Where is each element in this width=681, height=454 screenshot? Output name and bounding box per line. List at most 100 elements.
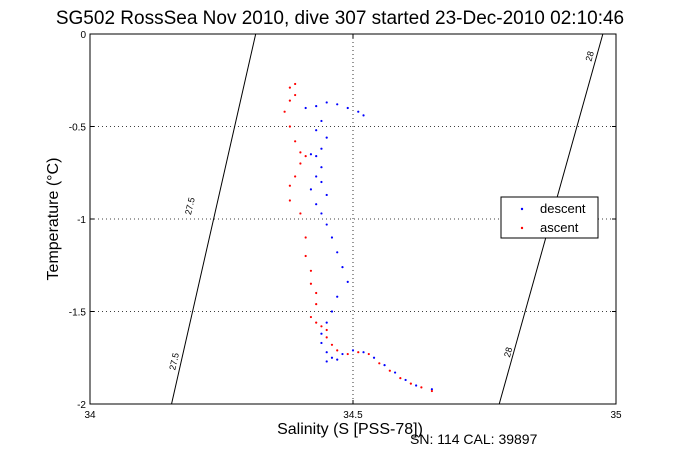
descent-point [320,212,323,215]
ascent-point [367,352,370,356]
descent-point [430,388,433,391]
legend-marker-ascent [520,226,524,230]
ascent-point [288,125,291,128]
descent-point [315,175,318,178]
descent-point [341,266,344,269]
descent-point [315,155,318,158]
density-contour-line [171,33,257,405]
y-tick-label: -0.5 [69,123,87,134]
y-tick-label: -1 [77,215,86,226]
ascent-point [420,386,423,389]
descent-point [362,114,365,117]
ascent-point [357,351,360,354]
ascent-point [294,175,297,178]
descent-point [336,103,339,106]
descent-point [346,106,349,110]
ascent-point [294,82,297,86]
ascent-point [409,382,412,385]
descent-point [320,166,323,169]
descent-point [383,364,386,367]
y-tick-label: 0 [80,30,86,41]
ascent-point [309,282,313,285]
ascent-point [325,328,328,332]
contour-label: 27.5 [183,196,197,215]
legend-marker-descent [520,207,524,211]
ascent-point [315,321,318,324]
descent-point [325,136,328,139]
descent-point [330,310,334,313]
axis-ticks: 34 34.5 35 -2 -1.5 -1 -0.5 0 [69,30,622,421]
ascent-point [336,349,339,352]
descent-point [325,321,328,324]
descent-point [346,280,349,283]
contour-label-gap [184,195,196,217]
ascent-point [399,377,402,380]
ascent-point [283,110,286,113]
contour-label: 28 [502,346,514,358]
contour-label-gap [584,45,596,67]
x-tick-label: 35 [610,410,622,421]
descent-point [320,119,323,123]
y-axis-label: Temperature (°C) [45,158,62,281]
x-tick-label: 34 [84,410,96,421]
contour-label-gap [502,341,514,363]
y-tick-label: -2 [77,400,86,411]
ascent-point [325,336,328,339]
ascent-point [288,199,291,202]
contour-label: 28 [584,50,596,62]
ascent-point [309,269,313,272]
descent-point [320,341,323,345]
descent-point [341,352,344,356]
ascent-point [309,315,313,319]
ascent-point [320,325,323,328]
descent-point [315,129,318,132]
descent-point [351,349,355,352]
descent-point [415,384,418,387]
descent-point [357,110,360,113]
contour-label-gap [169,351,180,372]
descent-point [325,360,328,363]
descent-point [309,188,313,191]
contour-label: 27.5 [167,352,181,371]
descent-point [330,356,334,359]
ascent-point [299,212,302,215]
descent-point [320,180,323,184]
ascent-point [288,184,291,187]
descent-point [393,371,397,374]
ascent-point [378,362,381,365]
descent-point [362,351,365,354]
ascent-point [294,140,297,143]
y-tick-label: -1.5 [69,308,87,319]
descent-point [309,153,313,156]
descent-point [315,105,318,108]
descent-point [325,351,328,354]
footnote: SN: 114 CAL: 39897 [410,431,538,447]
ascent-point [330,343,334,346]
legend-label-ascent: ascent [540,220,579,235]
descent-point [336,295,339,298]
grid-lines [90,34,616,404]
descent-point [372,356,376,359]
descent-point [315,203,318,206]
ascent-point [288,86,291,89]
descent-point [404,378,407,382]
x-axis-label: Salinity (S [PSS-78]) [277,421,423,438]
ascent-point [299,151,302,154]
descent-point [325,223,328,226]
descent-point [320,147,323,150]
ascent-point [304,254,307,258]
ascent-point [315,291,318,295]
descent-point [320,332,323,335]
legend: descent ascent [500,196,599,239]
descent-point [304,106,307,110]
ascent-point [294,93,297,97]
ascent-point [299,162,302,165]
descent-point [325,193,328,197]
ascent-point [346,352,349,356]
data-points [283,82,433,393]
ascent-point [304,236,307,239]
descent-point [336,358,339,361]
ascent-point [388,369,391,372]
chart-title: SG502 RossSea Nov 2010, dive 307 started… [56,8,624,29]
